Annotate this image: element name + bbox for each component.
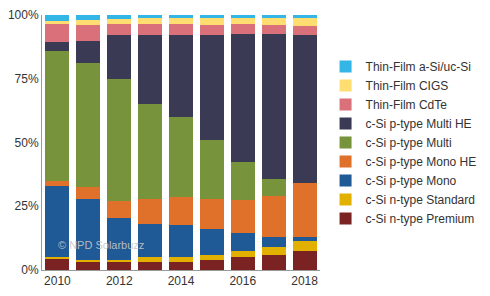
svg-text:2014: 2014 [168, 274, 195, 288]
svg-text:25%: 25% [15, 199, 39, 213]
svg-text:© NPD Solarbuzz: © NPD Solarbuzz [58, 239, 144, 251]
svg-text:c-Si n-type Standard: c-Si n-type Standard [366, 193, 475, 207]
svg-text:2016: 2016 [229, 274, 256, 288]
svg-text:Thin-Film a-Si/uc-Si: Thin-Film a-Si/uc-Si [366, 60, 471, 74]
svg-text:c-Si p-type Mono: c-Si p-type Mono [366, 174, 457, 188]
svg-text:c-Si p-type Mono HE: c-Si p-type Mono HE [366, 155, 477, 169]
svg-text:50%: 50% [15, 136, 39, 150]
svg-text:Thin-Film CIGS: Thin-Film CIGS [366, 79, 449, 93]
svg-text:2012: 2012 [106, 274, 133, 288]
svg-text:75%: 75% [15, 72, 39, 86]
svg-text:2010: 2010 [44, 274, 71, 288]
svg-text:c-Si p-type Multi: c-Si p-type Multi [366, 136, 452, 150]
svg-text:c-Si n-type Premium: c-Si n-type Premium [366, 212, 475, 226]
svg-text:Thin-Film CdTe: Thin-Film CdTe [366, 98, 448, 112]
svg-text:2018: 2018 [291, 274, 318, 288]
svg-text:0%: 0% [21, 263, 39, 277]
svg-text:c-Si p-type Multi HE: c-Si p-type Multi HE [366, 117, 472, 131]
svg-text:100%: 100% [8, 8, 39, 22]
